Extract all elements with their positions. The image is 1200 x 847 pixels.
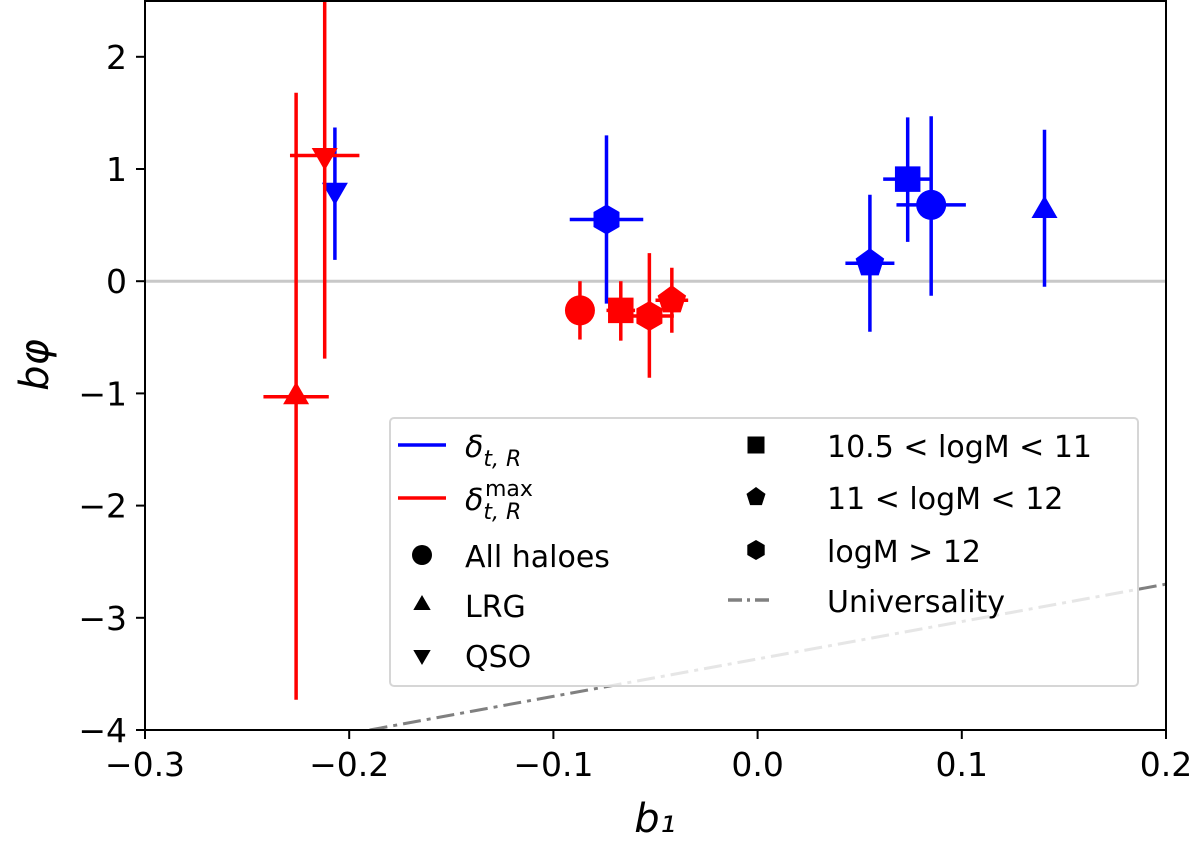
plot-area: [145, 0, 1166, 730]
triangle-down-marker: [311, 148, 338, 171]
axis-ticks: −0.3 −0.2 −0.1 0.0 0.1 0.2 2 1 0 −1 −2 −3 −4: [78, 38, 1192, 784]
data-point: [624, 253, 674, 378]
legend-entry: All haloes: [412, 540, 610, 575]
x-tick-label: −0.3: [105, 745, 185, 784]
data-point: [883, 117, 933, 242]
pentagon-marker: [855, 248, 885, 276]
legend-superscript: max: [485, 477, 533, 502]
circle-marker: [916, 189, 947, 220]
triangle-down-legend-marker: [413, 650, 431, 665]
data-point: [1031, 129, 1058, 287]
data-point: [564, 281, 595, 340]
circle-marker: [564, 295, 595, 326]
y-tick-label: −1: [78, 374, 127, 413]
legend-label: QSO: [465, 640, 531, 675]
legend-entry: QSO: [413, 640, 531, 675]
data-point: [606, 281, 636, 341]
data-point: [655, 267, 689, 333]
legend-entry: LRG: [413, 590, 526, 625]
legend-subscript: t, R: [483, 447, 521, 472]
legend-label: 11 < logM < 12: [827, 482, 1063, 517]
axes-frame: [144, 0, 1167, 731]
y-tick-label: −4: [78, 711, 127, 750]
legend-label: 10.5 < logM < 11: [827, 430, 1092, 465]
y-tick-label: 1: [106, 150, 127, 189]
data-point: [263, 92, 329, 700]
hexagon-legend-marker: [747, 540, 765, 560]
y-tick-label: 0: [106, 262, 127, 301]
square-legend-marker: [747, 436, 765, 454]
data-point: [896, 116, 966, 296]
triangle-up-marker: [1031, 195, 1058, 218]
triangle-up-legend-marker: [413, 595, 431, 610]
legend-label: Universality: [827, 585, 1005, 620]
legend-entry: logM > 12: [747, 535, 981, 570]
y-tick-label: −2: [78, 487, 127, 526]
legend-entry: 10.5 < logM < 11: [747, 430, 1092, 465]
legend-subscript: t, R: [483, 500, 521, 525]
data-point: [569, 135, 644, 304]
legend-entry: 11 < logM < 12: [746, 482, 1063, 517]
pentagon-legend-marker: [746, 487, 766, 506]
y-axis-label: bφ: [12, 339, 58, 391]
square-marker: [608, 297, 634, 324]
x-tick-label: −0.1: [513, 745, 593, 784]
triangle-up-marker: [283, 381, 310, 405]
square-marker: [894, 166, 921, 192]
data-point: [289, 0, 360, 359]
x-tick-label: 0.1: [936, 745, 988, 784]
triangle-down-marker: [321, 182, 348, 206]
hexagon-marker: [593, 204, 620, 235]
pentagon-marker: [657, 285, 687, 313]
legend-label: LRG: [465, 590, 526, 625]
hexagon-marker: [636, 301, 663, 331]
legend-label: logM > 12: [827, 535, 981, 570]
y-tick-label: 2: [106, 38, 127, 77]
legend-entry: Universality: [728, 585, 1005, 620]
x-tick-label: 0.2: [1140, 745, 1192, 784]
x-axis-label: b₁: [634, 796, 675, 842]
data-point: [845, 194, 895, 332]
y-tick-label: −3: [78, 599, 127, 638]
circle-legend-marker: [412, 545, 432, 565]
x-tick-label: −0.2: [309, 745, 389, 784]
legend-label: All haloes: [465, 540, 610, 575]
x-tick-label: 0.0: [731, 745, 783, 784]
